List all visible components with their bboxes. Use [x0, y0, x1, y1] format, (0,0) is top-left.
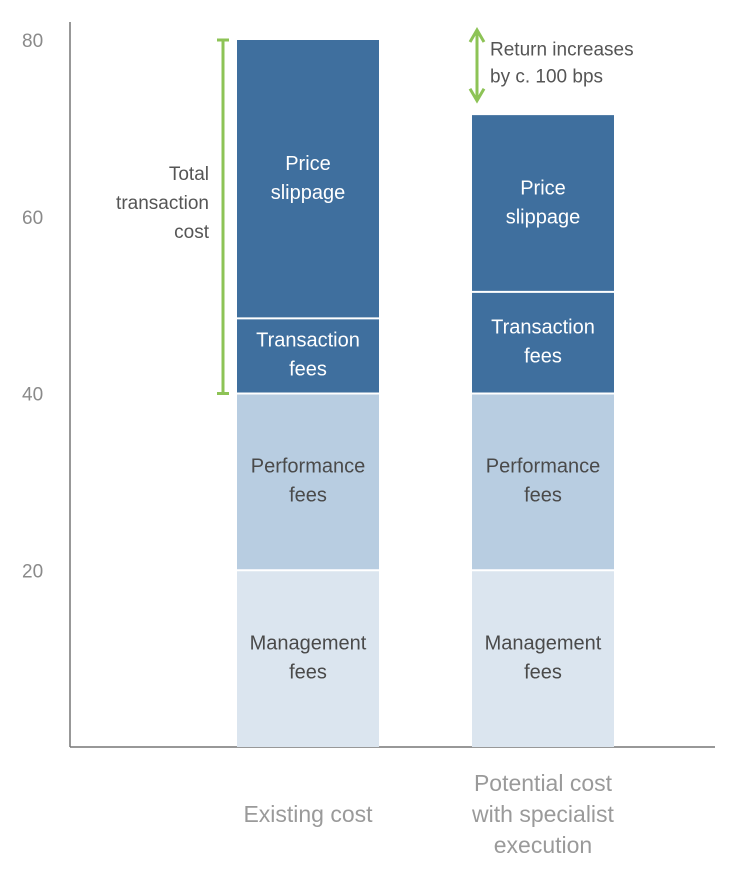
y-tick-label: 20 — [22, 561, 43, 582]
category-label: Existing cost — [243, 801, 373, 827]
bar-segment — [472, 393, 614, 571]
bar-segment — [237, 570, 379, 747]
bar-segment — [472, 291, 614, 394]
annotation-label: Total transaction cost — [116, 164, 210, 243]
bar-segment — [237, 393, 379, 571]
annotation-label: Return increases by c. 100 bps — [490, 40, 634, 88]
segment-label: Price slippage — [506, 177, 581, 228]
segment-label: Transaction fees — [256, 330, 360, 381]
annotation-arrowhead — [468, 27, 486, 43]
segment-label: Performance fees — [251, 456, 366, 507]
bar-segment — [472, 115, 614, 292]
segment-label: Performance fees — [486, 456, 601, 507]
bar-segment — [237, 40, 379, 319]
segment-label: Transaction fees — [491, 316, 595, 367]
y-tick-label: 60 — [22, 208, 43, 229]
annotation-arrowhead — [468, 87, 486, 104]
segment-label: Management fees — [250, 632, 367, 683]
segment-label: Management fees — [485, 632, 602, 683]
category-label: Potential cost with specialist execution — [471, 770, 614, 858]
y-tick-label: 40 — [22, 385, 43, 406]
bar-segment — [237, 318, 379, 394]
bar-segment — [472, 570, 614, 747]
segment-label: Price slippage — [271, 153, 346, 204]
y-tick-label: 80 — [22, 31, 43, 52]
